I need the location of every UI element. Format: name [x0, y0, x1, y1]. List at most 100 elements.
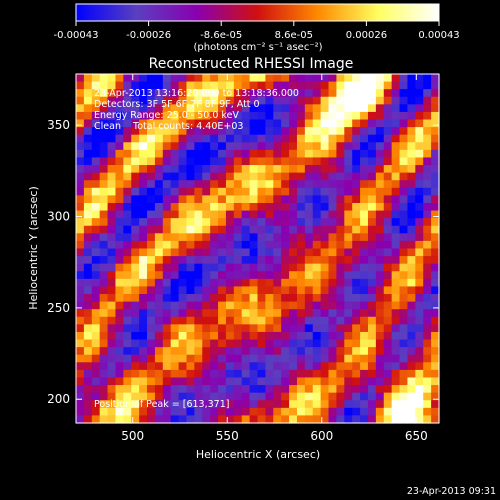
heatmap-cell: [257, 119, 266, 128]
heatmap-cell: [202, 339, 211, 348]
heatmap-cell: [289, 286, 298, 295]
heatmap-cell: [360, 316, 369, 325]
colorbar-tick-label: 0.00026: [346, 30, 387, 41]
heatmap-cell: [360, 263, 369, 272]
heatmap-cell: [154, 127, 164, 136]
heatmap-cell: [194, 111, 203, 121]
heatmap-cell: [312, 309, 322, 318]
heatmap-cell: [218, 392, 227, 401]
heatmap-cell: [91, 96, 101, 105]
heatmap-cell: [257, 202, 266, 212]
heatmap-cell: [344, 89, 353, 98]
heatmap-cell: [186, 142, 195, 151]
heatmap-cell: [147, 180, 156, 189]
heatmap-cell: [131, 240, 140, 250]
heatmap-cell: [375, 74, 385, 83]
heatmap-cell: [273, 210, 282, 219]
heatmap-cell: [83, 187, 93, 196]
heatmap-cell: [265, 407, 274, 417]
heatmap-cell: [139, 324, 148, 333]
heatmap-cell: [154, 134, 164, 143]
heatmap-cell: [296, 210, 306, 219]
heatmap-cell: [107, 104, 117, 113]
heatmap-cell: [423, 278, 432, 288]
heatmap-cell: [304, 134, 314, 143]
heatmap-cell: [99, 339, 109, 348]
heatmap-cell: [147, 165, 156, 174]
heatmap-cell: [241, 104, 251, 113]
heatmap-cell: [336, 347, 345, 356]
heatmap-cell: [186, 347, 195, 356]
heatmap-cell: [431, 256, 440, 265]
heatmap-cell: [91, 210, 101, 219]
heatmap-cell: [147, 225, 156, 234]
heatmap-cell: [162, 309, 172, 318]
heatmap-cell: [241, 96, 251, 105]
heatmap-cell: [304, 294, 314, 303]
heatmap-cell: [328, 415, 338, 424]
heatmap-cell: [352, 172, 361, 181]
heatmap-cell: [375, 81, 385, 90]
heatmap-cell: [225, 271, 235, 280]
heatmap-cell: [304, 324, 314, 333]
heatmap-cell: [367, 263, 377, 272]
heatmap-cell: [91, 89, 101, 98]
heatmap-cell: [273, 172, 282, 181]
heatmap-cell: [304, 316, 314, 325]
heatmap-cell: [273, 134, 282, 143]
heatmap-cell: [336, 331, 345, 341]
heatmap-cell: [304, 369, 314, 379]
heatmap-cell: [131, 369, 140, 379]
heatmap-cell: [320, 149, 330, 159]
heatmap-cell: [296, 81, 306, 90]
heatmap-cell: [360, 180, 369, 189]
heatmap-cell: [415, 362, 424, 371]
heatmap-cell: [367, 74, 377, 83]
heatmap-cell: [91, 324, 101, 333]
heatmap-cell: [273, 127, 282, 136]
heatmap-cell: [139, 294, 148, 303]
heatmap-cell: [257, 233, 266, 242]
heatmap-cell: [170, 339, 180, 348]
heatmap-cell: [360, 256, 369, 265]
heatmap-cell: [178, 301, 188, 310]
heatmap-cell: [383, 233, 393, 242]
heatmap-cell: [336, 210, 345, 219]
heatmap-cell: [170, 89, 180, 98]
heatmap-cell: [289, 385, 298, 394]
heatmap-cell: [210, 127, 219, 136]
heatmap-cell: [415, 119, 424, 128]
heatmap-cell: [383, 187, 393, 196]
heatmap-cell: [431, 187, 440, 196]
heatmap-cell: [202, 331, 211, 341]
heatmap-cell: [281, 180, 290, 189]
heatmap-cell: [170, 202, 180, 212]
heatmap-cell: [431, 347, 440, 356]
heatmap-cell: [147, 157, 156, 166]
heatmap-cell: [367, 286, 377, 295]
heatmap-cell: [336, 202, 345, 212]
heatmap-cell: [289, 142, 298, 151]
heatmap-cell: [218, 347, 227, 356]
heatmap-cell: [273, 263, 282, 272]
heatmap-cell: [367, 127, 377, 136]
heatmap-cell: [186, 385, 195, 394]
heatmap-cell: [107, 165, 117, 174]
heatmap-cell: [367, 309, 377, 318]
heatmap-cell: [91, 127, 101, 136]
heatmap-cell: [265, 286, 274, 295]
heatmap-cell: [202, 415, 211, 424]
heatmap-cell: [210, 180, 219, 189]
heatmap-cell: [99, 74, 109, 83]
heatmap-cell: [218, 309, 227, 318]
heatmap-cell: [170, 119, 180, 128]
heatmap-cell: [360, 407, 369, 417]
heatmap-cell: [194, 157, 203, 166]
heatmap-cell: [162, 294, 172, 303]
heatmap-cell: [115, 195, 124, 204]
heatmap-cell: [423, 149, 432, 159]
heatmap-cell: [83, 271, 93, 280]
heatmap-cell: [170, 225, 180, 234]
heatmap-cell: [289, 210, 298, 219]
heatmap-cell: [415, 218, 424, 227]
